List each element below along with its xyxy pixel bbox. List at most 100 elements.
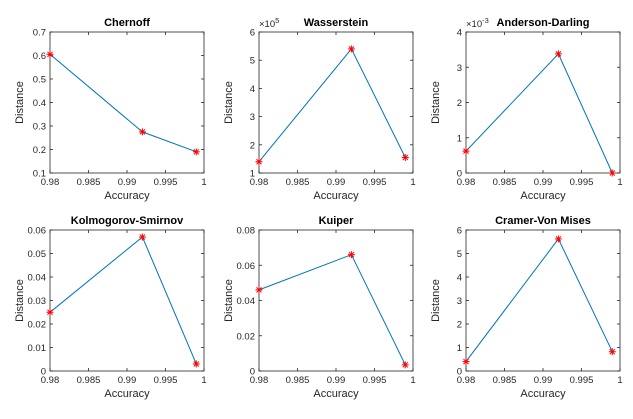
y-tick-label: 0.06 [28,226,47,237]
subplot-5: 0.98 0.985 0.99 0.995 1 0 0.02 0.04 0.06 0.08 Kuip… [223,215,416,400]
marker-stroke [348,46,355,52]
y-tick-label: 0.2 [33,145,46,156]
y-tick-label: 6 [250,28,255,39]
axes-box [465,31,621,174]
y-tick-label: 2 [250,140,255,151]
y-tick-label: 6 [457,226,462,237]
marker-stroke [139,129,146,135]
y-tick-label: 3 [457,296,462,307]
subplot-3: 0.98 0.985 0.99 0.995 1 0 1 2 3 4 Anderson-Darling… [430,16,623,202]
marker-stroke [139,234,146,240]
x-tick-label: 0.98 [250,375,269,386]
y-tick-label: 0.08 [237,226,256,237]
y-axis-label: Distance [223,81,235,124]
subplot-4: 0.98 0.985 0.99 0.995 1 0 0.01 0.02 0.03 0.04 0.05… [14,215,207,400]
x-tick-label: 0.985 [493,375,517,386]
y-tick-label: 3 [457,63,462,74]
x-axis-label: Accuracy [104,190,150,202]
y-axis-label: Distance [223,279,235,322]
y-axis-label: Distance [430,81,442,124]
y-axis-label: Distance [430,279,442,322]
x-tick-label: 0.985 [286,375,310,386]
chart-title: Kuiper [319,215,355,227]
data-point [46,308,54,316]
marker-stroke [609,348,616,355]
x-tick-label: 0.98 [41,177,60,188]
y-tick-label: 0.4 [33,98,46,109]
x-tick-label: 0.985 [77,375,101,386]
y-tick-label: 5 [457,249,462,260]
data-point [347,45,355,53]
data-point [401,153,409,161]
subplot-6: 0.98 0.985 0.99 0.995 1 0 1 2 3 4 5 6 Cramer-Von Mis… [430,215,623,400]
x-tick-label: 0.98 [250,177,269,188]
data-point [462,358,470,366]
x-tick-label: 0.985 [493,177,517,188]
x-tick-label: 0.995 [363,177,387,188]
x-tick-label: 0.985 [77,177,101,188]
x-tick-label: 0.995 [570,375,594,386]
y-tick-label: 4 [250,84,255,95]
subplot-1: 0.98 0.985 0.99 0.995 1 0.1 0.2 0.3 0.4 0.5 0.6 0.7… [14,17,207,202]
data-point [255,286,263,294]
y-tick-label: 0.1 [33,169,46,180]
chart-title: Anderson-Darling [497,17,590,29]
x-tick-label: 1 [617,375,622,386]
marker-stroke [555,236,562,242]
data-point [608,169,616,177]
x-tick-label: 0.99 [327,177,346,188]
x-tick-label: 0.995 [154,375,178,386]
x-tick-label: 0.985 [286,177,310,188]
marker-stroke [193,361,200,367]
marker-stroke [256,158,262,165]
data-point [192,148,200,156]
y-tick-label: 4 [457,28,462,39]
data-point [554,50,562,58]
y-tick-label: 0 [457,169,462,180]
y-tick-label: 0.02 [28,320,47,331]
axis-exponent-label: ×105 [259,16,279,30]
axes-box [49,31,205,174]
marker-stroke [463,148,469,155]
x-tick-label: 1 [617,177,622,188]
axes-box [258,229,414,372]
x-axis-label: Accuracy [520,388,566,400]
chart-title: Wasserstein [304,17,369,29]
x-tick-label: 0.98 [457,177,476,188]
data-point [347,251,355,259]
y-tick-label: 2 [457,98,462,109]
y-axis-label: Distance [14,81,26,124]
subplot-2: 0.98 0.985 0.99 0.995 1 1 2 3 4 5 6 Wasserstein Accu… [223,16,416,202]
x-tick-label: 0.99 [118,375,137,386]
x-axis-label: Accuracy [313,388,359,400]
axes-box [465,229,621,372]
marker-stroke [609,170,616,176]
y-tick-label: 0.5 [33,75,46,86]
marker-stroke [256,287,262,293]
x-tick-label: 1 [201,375,206,386]
x-tick-label: 0.995 [154,177,178,188]
x-axis-label: Accuracy [520,190,566,202]
marker-stroke [348,251,355,258]
y-tick-label: 0.01 [28,343,47,354]
y-tick-label: 0.03 [28,296,47,307]
x-axis-label: Accuracy [104,388,150,400]
data-point [46,50,54,58]
y-tick-label: 5 [250,56,255,67]
y-tick-label: 0.02 [237,331,256,342]
y-tick-label: 0.7 [33,28,46,39]
y-axis-label: Distance [14,279,26,322]
x-tick-label: 0.98 [41,375,60,386]
y-tick-label: 0.04 [237,296,256,307]
chart-title: Cramer-Von Mises [495,215,591,227]
x-tick-label: 1 [410,177,415,188]
x-axis-label: Accuracy [313,190,359,202]
x-tick-label: 1 [201,177,206,188]
marker-stroke [463,358,469,365]
y-tick-label: 0.06 [237,261,256,272]
data-point [192,360,200,368]
marker-stroke [47,51,53,58]
x-tick-label: 0.995 [363,375,387,386]
x-tick-label: 0.995 [570,177,594,188]
